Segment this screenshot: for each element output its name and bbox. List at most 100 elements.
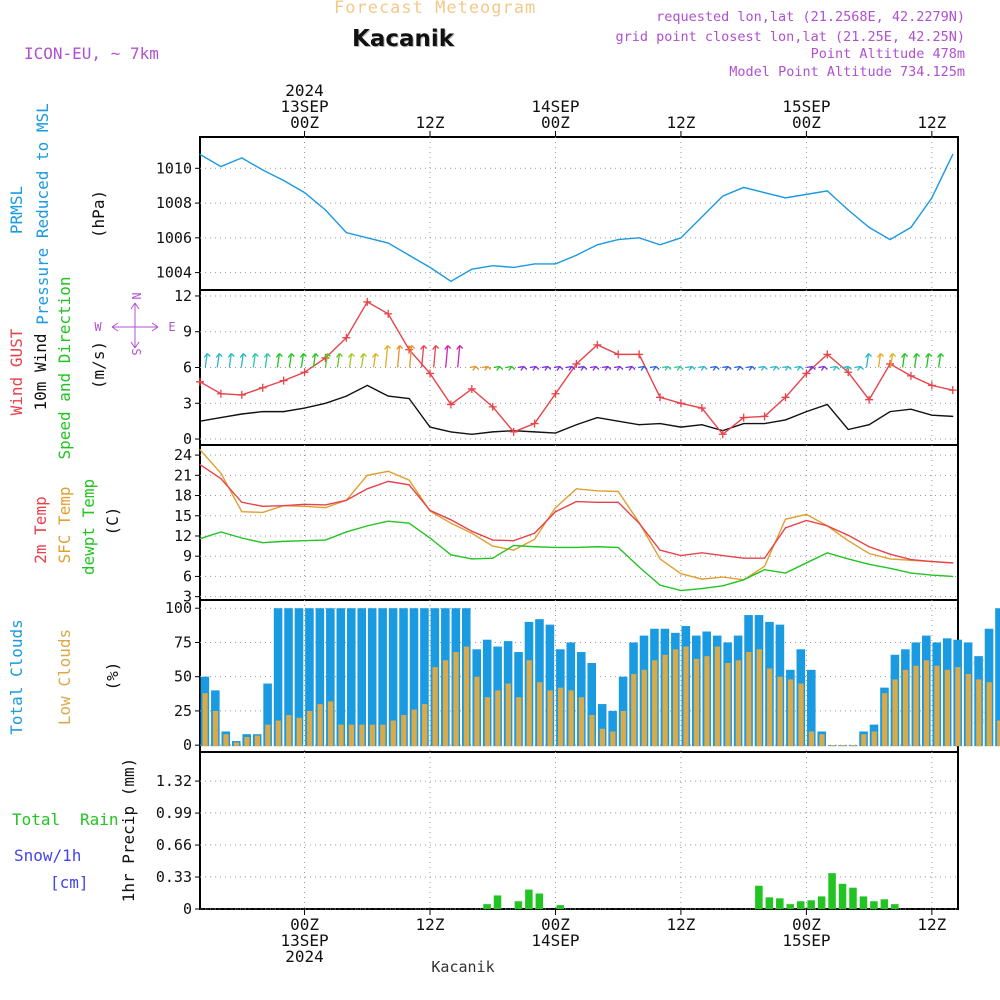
precip-bar [880,899,889,909]
wind-speed-point [826,403,828,406]
low-cloud-bar [798,683,804,747]
time-label-date: 13SEP [280,931,328,950]
wind-arrowhead [275,353,283,358]
wind-arrow [276,353,281,368]
pressure-point [366,237,368,239]
pressure-line [199,153,954,283]
wind-arrowhead [396,345,404,350]
pressure-point [533,263,536,265]
dewpt-temp-point [910,572,912,574]
sfc-temp-point [701,578,703,580]
wind-gust-point [237,390,246,399]
y-tick-label: 0.99 [156,804,192,822]
dewpt-temp-point [596,546,598,548]
wind-arrow [421,345,425,368]
wind-arrow [300,353,305,368]
wind-gust-point [363,297,372,306]
wind-arrow [348,353,353,368]
low-cloud-bar [892,679,898,747]
sfc-temp-point [241,511,243,513]
wind-speed-point [387,395,389,397]
wind-arrow [877,353,882,368]
low-cloud-bar [829,745,836,747]
low-cloud-bar [725,662,731,747]
precip-bar [525,889,533,909]
sfc-temp-point [680,573,682,575]
wind-arrowhead [299,353,307,358]
label-2m-temp: 2m Temp [31,496,50,563]
grid-coords: grid point closest lon,lat (21.25E, 42.2… [615,29,966,45]
sfc-temp-point [408,479,410,481]
precip-bar [765,897,774,909]
wind-arrow [517,365,524,369]
t2m-temp-point [450,519,452,521]
wind-gust-point [656,393,665,402]
wind-arrow [889,353,894,368]
total-cloud-bar [336,608,346,747]
wind-gust-point [760,412,769,421]
wind-arrowhead [877,353,885,358]
wind-gust-point [927,381,936,390]
dewpt-temp-point [638,566,640,568]
y-tick-label: 1004 [156,264,192,282]
sfc-temp-point [366,474,368,476]
wind-arrowhead [760,366,768,371]
pressure-unit: (hPa) [89,190,108,238]
precip-bar [870,901,878,909]
precip-bar [859,896,868,909]
pressure-point [784,197,787,199]
t2m-temp-point [722,554,724,557]
wind-arrow [204,353,208,368]
wind-gust-point [196,377,204,386]
wind-speed-point [680,426,682,428]
wind-arrowhead [347,353,355,358]
total-cloud-bar [399,608,408,747]
low-cloud-bar [411,709,417,747]
low-cloud-bar [223,734,229,747]
low-cloud-bar [463,646,470,747]
low-cloud-bar [359,724,365,747]
pressure-point [429,266,431,268]
dewpt-temp-point [805,562,808,564]
wind-speed-point [492,431,494,433]
label-wind-gust: Wind GUST [7,328,26,415]
low-cloud-bar [442,660,449,747]
wind-arrowhead [203,353,211,358]
compass-n: N [129,292,143,299]
low-cloud-bar [902,669,909,747]
wind-arrow [734,365,741,369]
cloud-bars [200,608,1000,747]
low-cloud-bar [641,669,647,747]
wind-arrowhead [901,353,909,358]
low-cloud-bar [327,701,334,747]
wind-speed-point [743,422,745,425]
wind-arrow [865,353,870,368]
low-cloud-bar [369,724,375,747]
wind-arrow [372,353,377,368]
pressure-point [889,238,891,241]
wind-arrowhead [724,366,732,371]
y-tick-label: 75 [174,633,192,651]
wind-gust-point [426,369,435,378]
wind-gust-point [572,359,581,368]
wind-gust-point [300,368,309,377]
footer-location: Kacanik [431,958,494,976]
t2m-temp-point [283,505,285,507]
wind-speed-point [701,424,703,426]
wind-arrowhead [532,366,540,371]
wind-speed-point [241,413,243,415]
low-cloud-bar [474,676,480,747]
wind-arrowhead [856,366,864,371]
sfc-temp-point [554,507,557,509]
precip-bar [556,905,565,909]
pressure-point [471,268,473,270]
pressure-series [199,153,954,283]
wind-arrow [288,353,293,368]
wind-arrow [312,353,317,368]
wind-gust-point [551,389,560,398]
wind-arrowhead [432,345,440,350]
wind-arrowhead [544,366,552,371]
wind-gust-point [781,393,790,402]
precip-bar [535,893,544,909]
